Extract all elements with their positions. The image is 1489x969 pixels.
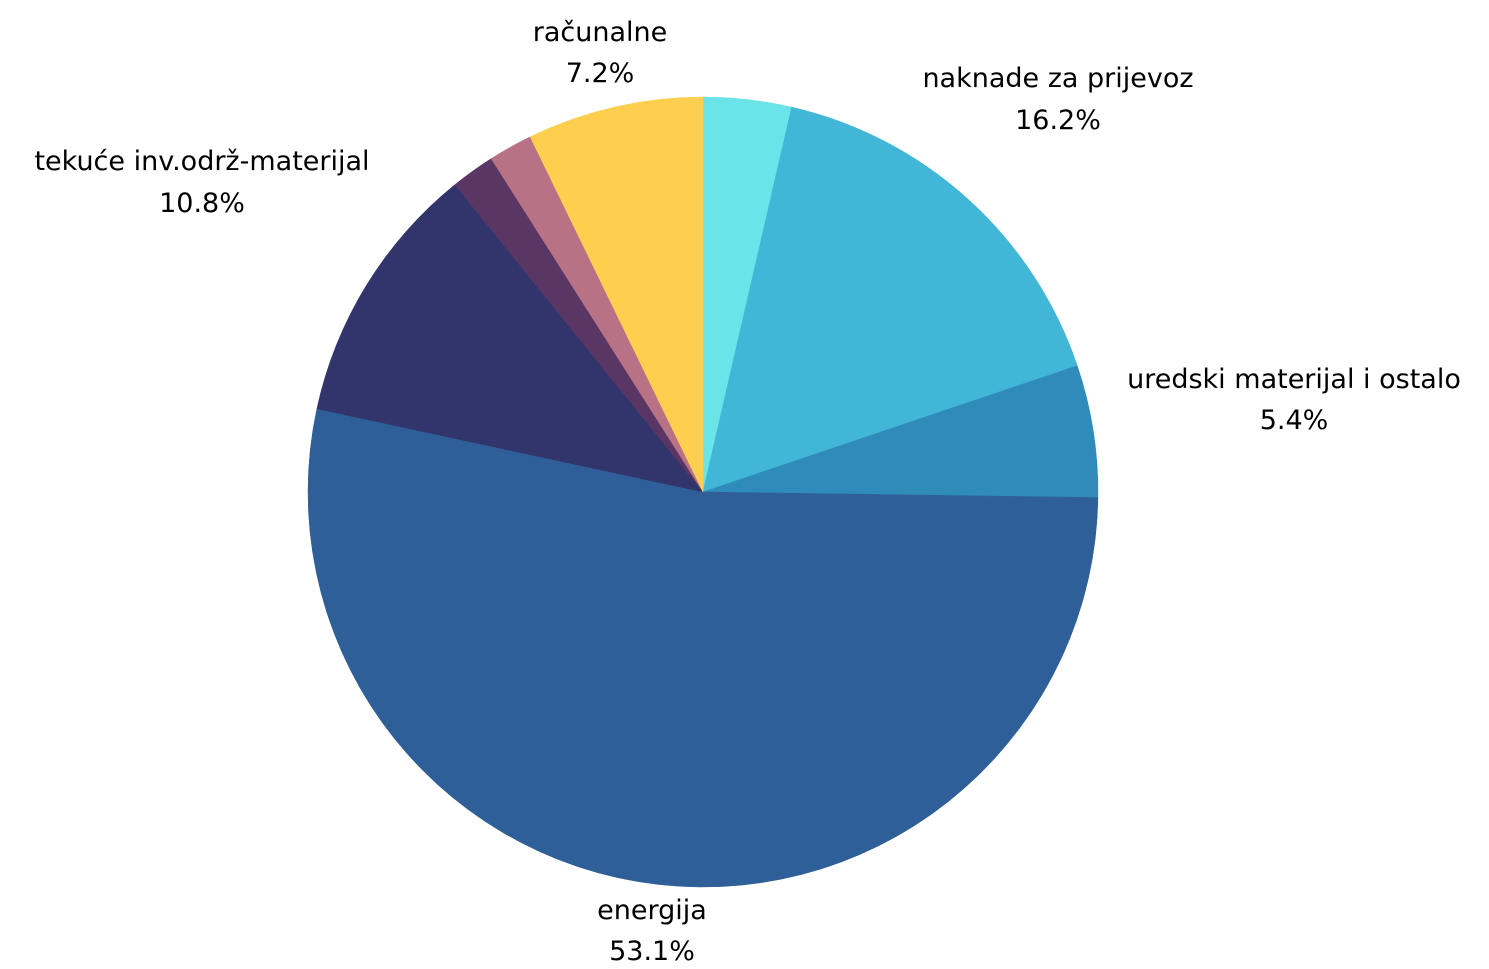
pie-slice-uredski-materijal-i-ostalo	[702, 365, 1099, 498]
pie-slices	[307, 96, 1099, 888]
slice-percent-uredski-materijal: 5.4%	[1260, 405, 1329, 436]
slice-label-energija: energija	[597, 895, 707, 926]
slice-percent-energija: 53.1%	[609, 936, 695, 965]
pie-slice-tekuce-inv-odrz-materijal	[316, 184, 704, 493]
pie-slice-racunalne	[529, 96, 704, 493]
slice-label-naknade-za-prijevoz: naknade za prijevoz	[922, 63, 1193, 94]
slice-percent-tekuce-inv: 10.8%	[159, 188, 245, 219]
slice-label-uredski-materijal: uredski materijal i ostalo	[1127, 364, 1461, 395]
slice-percent-naknade-za-prijevoz: 16.2%	[1015, 105, 1101, 136]
pie-labels: naknade za prijevoz 16.2% uredski materi…	[34, 17, 1461, 967]
slice-label-tekuce-inv: tekuće inv.održ-materijal	[34, 146, 369, 177]
slice-label-racunalne: računalne	[533, 17, 668, 48]
slice-percent-racunalne: 7.2%	[566, 58, 635, 89]
pie-slice-energija	[307, 408, 1099, 888]
pie-slice-naknade-za-prijevoz	[702, 106, 1078, 493]
